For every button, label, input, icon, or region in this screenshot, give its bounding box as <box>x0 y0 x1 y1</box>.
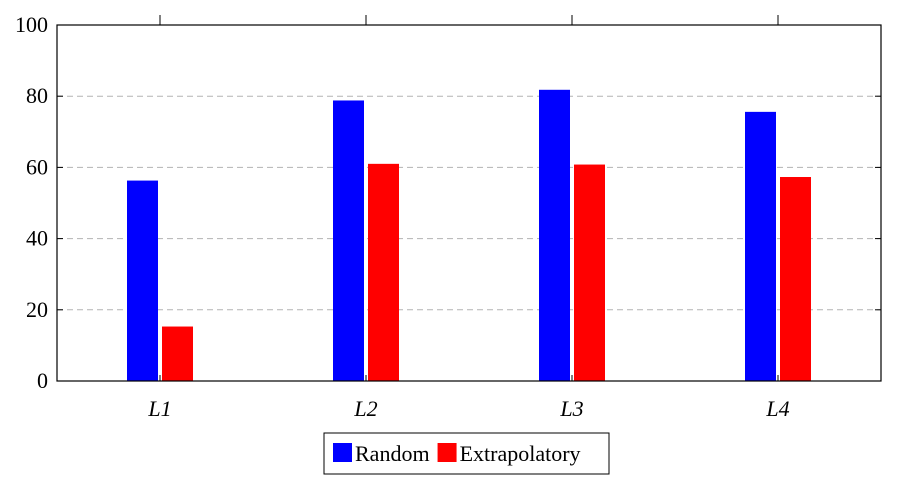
legend-box <box>323 432 610 475</box>
bar-extrapolatory-l2 <box>368 163 399 381</box>
legend: Random Extrapolatory <box>323 432 610 475</box>
y-tick-label: 20 <box>26 297 48 322</box>
legend-label-extrapolatory: Extrapolatory <box>460 441 581 466</box>
y-tick-label: 60 <box>26 154 48 179</box>
y-tick-label: 80 <box>26 83 48 108</box>
bar-extrapolatory-l4 <box>780 177 811 381</box>
ticks: 0 20 40 60 80 100 L1 L2 L3 L4 <box>15 12 881 421</box>
legend-label-random: Random <box>355 441 430 466</box>
x-tick-label: L4 <box>765 396 789 421</box>
legend-swatch-extrapolatory <box>437 443 457 462</box>
bar-random-l2 <box>333 100 364 382</box>
bar-random-l1 <box>127 180 158 381</box>
bar-extrapolatory-l1 <box>162 326 193 381</box>
bar-extrapolatory-l3 <box>574 164 605 381</box>
y-tick-label: 40 <box>26 226 48 251</box>
x-tick-label: L3 <box>559 396 583 421</box>
bars <box>127 89 811 382</box>
gridlines <box>57 95 881 311</box>
x-tick-label: L1 <box>147 396 171 421</box>
plot-frame <box>56 24 882 382</box>
x-tick-label: L2 <box>353 396 377 421</box>
bar-random-l3 <box>539 89 570 382</box>
y-tick-label: 0 <box>37 368 48 393</box>
bar-random-l4 <box>745 111 776 381</box>
legend-swatch-random <box>333 443 352 462</box>
y-tick-label: 100 <box>15 12 48 37</box>
